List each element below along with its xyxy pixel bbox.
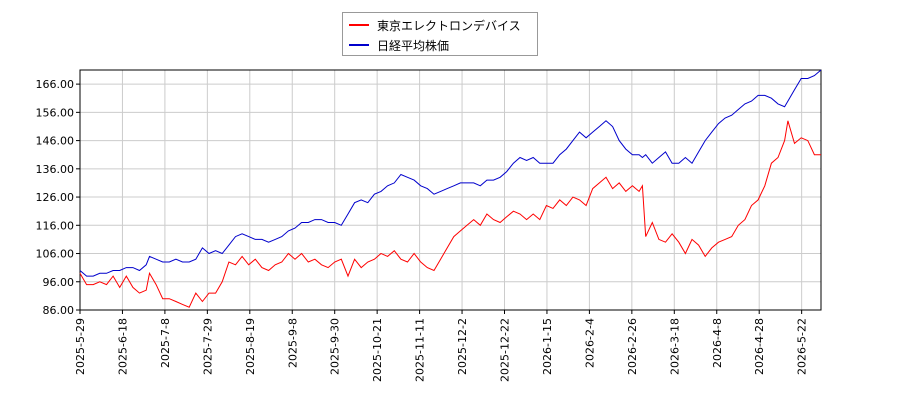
x-tick-label: 2026-4-28 xyxy=(753,318,766,375)
y-tick-label: 136.00 xyxy=(36,163,75,176)
x-tick-label: 2025-6-18 xyxy=(116,318,129,375)
series-line-nikkei-average xyxy=(79,69,822,277)
legend-label: 日経平均株価 xyxy=(377,38,450,53)
x-tick-label: 2025-12-22 xyxy=(499,318,512,382)
x-tick-label: 2026-4-8 xyxy=(711,318,724,368)
x-tick-label: 2025-8-19 xyxy=(244,318,257,375)
legend-label: 東京エレクトロンデバイス xyxy=(377,18,521,33)
y-tick-label: 156.00 xyxy=(36,106,75,119)
x-tick-label: 2025-9-30 xyxy=(329,318,342,375)
legend-swatch-red xyxy=(349,24,369,26)
y-tick-label: 166.00 xyxy=(36,78,75,91)
y-tick-label: 116.00 xyxy=(36,219,75,232)
x-tick-label: 2025-9-8 xyxy=(286,318,299,368)
x-tick-label: 2026-1-15 xyxy=(541,318,554,375)
x-tick-label: 2026-3-18 xyxy=(668,318,681,375)
y-tick-label: 126.00 xyxy=(36,191,75,204)
legend: 東京エレクトロンデバイス 日経平均株価 xyxy=(342,12,538,56)
y-tick-label: 86.00 xyxy=(43,304,75,317)
legend-swatch-blue xyxy=(349,44,369,46)
x-axis: 2025-5-29 2025-6-18 2025-7-8 2025-7-29 2025-… xyxy=(74,310,809,382)
x-tick-label: 2025-7-29 xyxy=(201,318,214,375)
x-tick-label: 2025-11-11 xyxy=(414,318,427,382)
x-tick-label: 2026-2-26 xyxy=(626,318,639,375)
plot-frame xyxy=(79,69,822,311)
series-layer xyxy=(79,69,822,308)
x-tick-label: 2025-10-21 xyxy=(371,318,384,382)
x-tick-label: 2026-5-22 xyxy=(796,318,809,375)
chart-grid xyxy=(79,70,821,311)
y-tick-label: 146.00 xyxy=(36,135,75,148)
x-tick-label: 2025-7-8 xyxy=(159,318,172,368)
series-line-tokyo-electron-device xyxy=(79,120,821,308)
legend-item-series-1: 東京エレクトロンデバイス xyxy=(349,15,521,35)
x-tick-label: 2026-2-4 xyxy=(583,318,596,368)
x-tick-label: 2025-5-29 xyxy=(74,318,87,375)
y-axis: 86.00 96.00 106.00 116.00 126.00 136.00 146.00… xyxy=(36,78,80,317)
y-tick-label: 96.00 xyxy=(43,276,75,289)
plot-border xyxy=(79,69,822,311)
legend-item-series-2: 日経平均株価 xyxy=(349,35,449,55)
x-tick-label: 2025-12-2 xyxy=(456,318,469,375)
y-tick-label: 106.00 xyxy=(36,248,75,261)
